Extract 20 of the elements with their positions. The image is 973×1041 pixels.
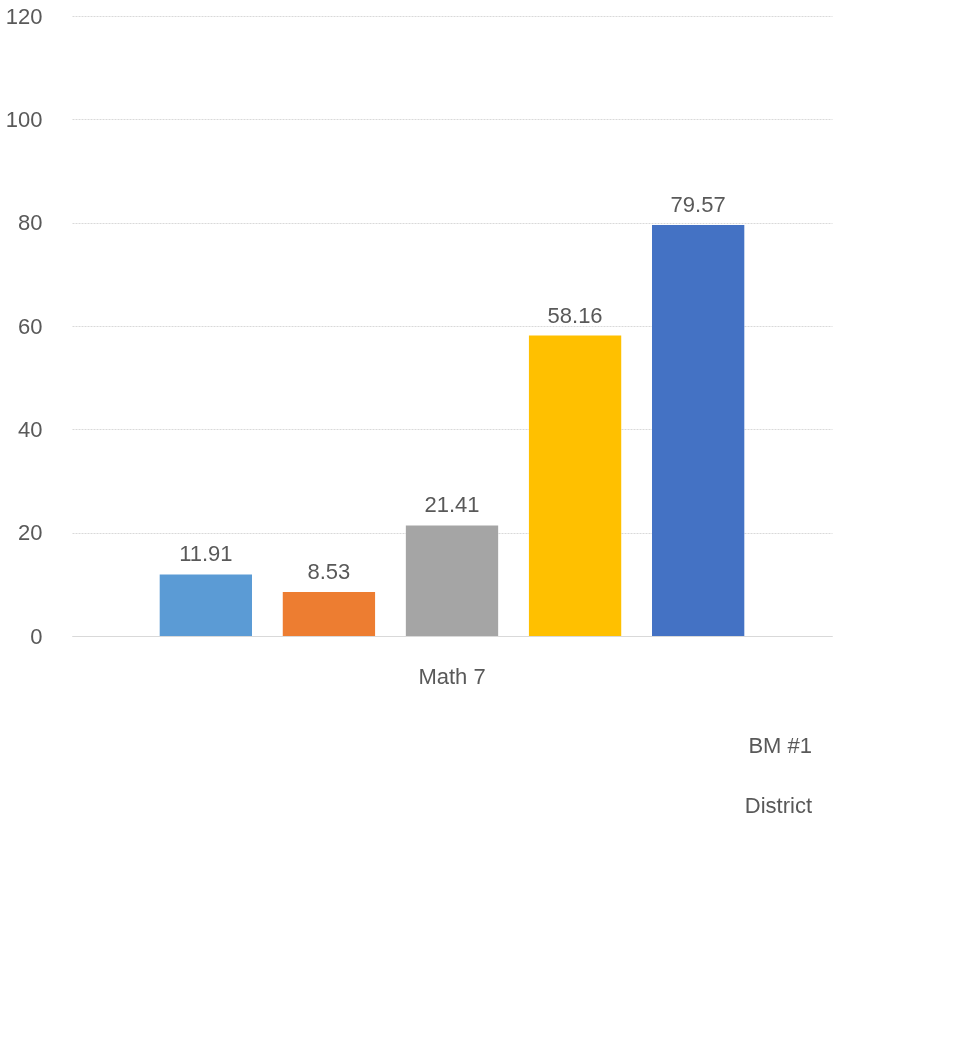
y-tick-label: 60 <box>18 313 43 339</box>
text: District <box>744 793 812 818</box>
data-label: 8.53 <box>307 558 351 584</box>
bar <box>159 574 252 636</box>
bar <box>652 224 745 636</box>
y-tick-label: 100 <box>5 106 43 132</box>
y-tick-label: 40 <box>18 416 43 442</box>
data-label: 21.41 <box>424 492 480 518</box>
y-tick-label: 20 <box>18 520 43 546</box>
data-label: 79.57 <box>670 191 726 217</box>
bar <box>405 525 499 636</box>
x-tick-label: Math 7 <box>418 663 486 689</box>
data-label: 11.91 <box>179 541 233 567</box>
bar <box>282 591 376 636</box>
y-tick-label: 0 <box>30 623 43 649</box>
data-label: 58.16 <box>547 302 603 328</box>
text: BM #1 <box>748 733 812 758</box>
y-tick-label: 80 <box>18 210 43 236</box>
bar <box>528 335 622 636</box>
y-tick-label: 120 <box>5 3 43 29</box>
